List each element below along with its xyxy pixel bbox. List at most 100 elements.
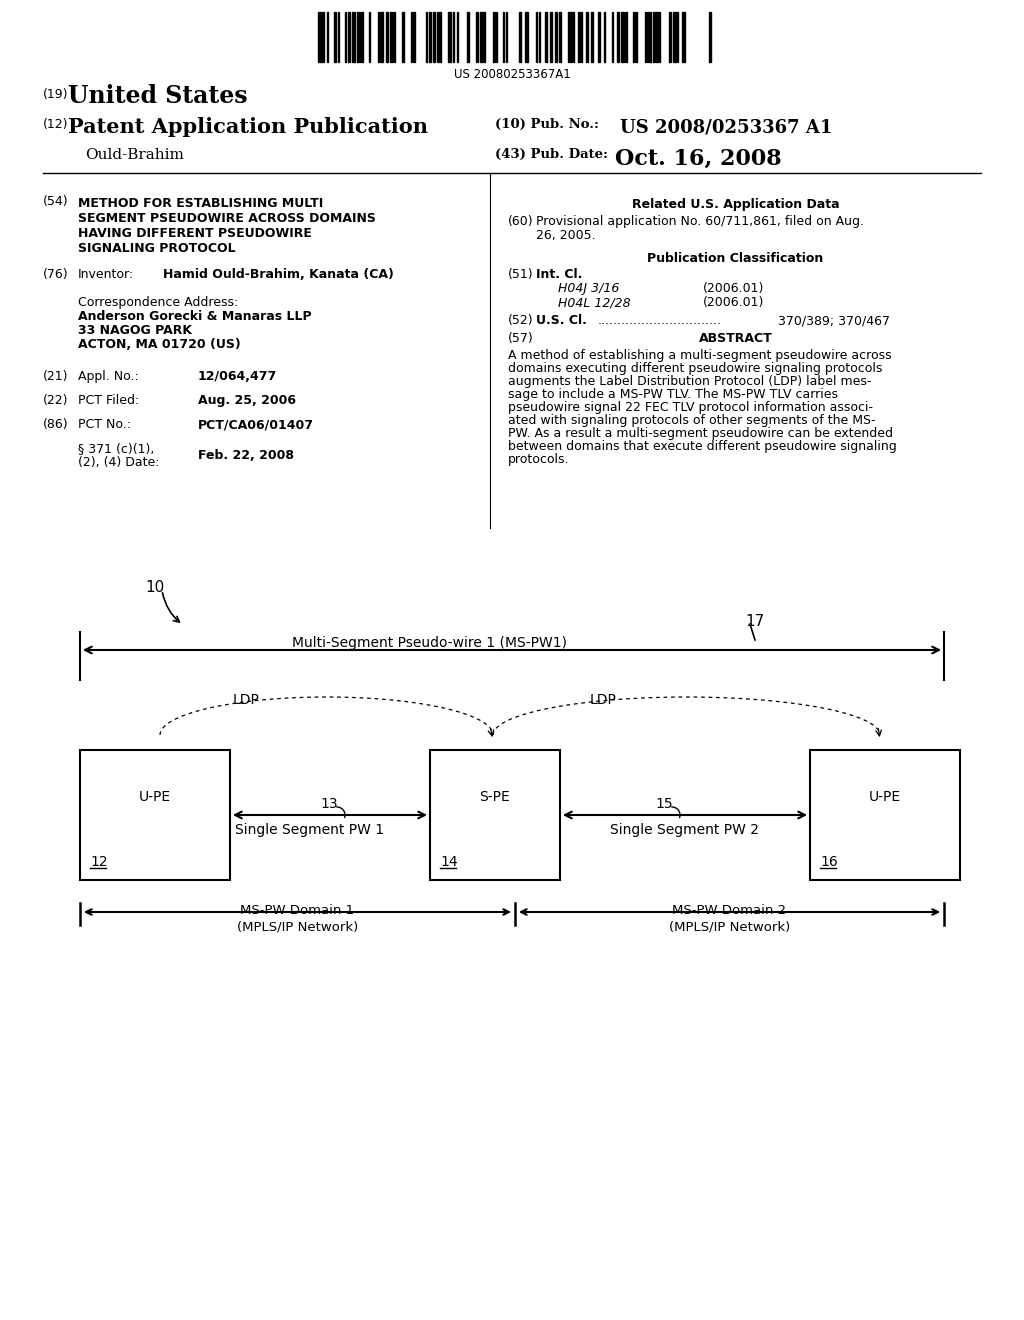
Text: 10: 10 <box>145 579 164 595</box>
Text: (21): (21) <box>43 370 69 383</box>
Bar <box>709 12 711 62</box>
Text: augments the Label Distribution Protocol (LDP) label mes-: augments the Label Distribution Protocol… <box>508 375 871 388</box>
Text: 12/064,477: 12/064,477 <box>198 370 278 383</box>
Text: PCT/CA06/01407: PCT/CA06/01407 <box>198 418 314 432</box>
Text: (MPLS/IP Network): (MPLS/IP Network) <box>237 921 358 935</box>
Text: § 371 (c)(1),: § 371 (c)(1), <box>78 442 155 455</box>
Text: (57): (57) <box>508 333 534 345</box>
Bar <box>433 12 435 62</box>
Bar <box>439 12 441 62</box>
Text: (60): (60) <box>508 215 534 228</box>
Bar <box>386 12 388 62</box>
Bar <box>559 12 561 62</box>
Text: 16: 16 <box>820 855 838 869</box>
Bar <box>493 12 495 62</box>
Text: U-PE: U-PE <box>869 789 901 804</box>
Bar <box>591 12 593 62</box>
Text: PCT Filed:: PCT Filed: <box>78 393 139 407</box>
Bar <box>570 12 572 62</box>
Text: Hamid Ould-Brahim, Kanata (CA): Hamid Ould-Brahim, Kanata (CA) <box>163 268 394 281</box>
Bar <box>483 12 485 62</box>
Bar <box>555 12 557 62</box>
Text: (2006.01): (2006.01) <box>703 282 764 294</box>
Text: (19): (19) <box>43 88 69 102</box>
Bar <box>545 12 547 62</box>
Bar <box>578 12 580 62</box>
Text: (2), (4) Date:: (2), (4) Date: <box>78 455 160 469</box>
Text: (22): (22) <box>43 393 69 407</box>
Text: 370/389; 370/467: 370/389; 370/467 <box>778 314 890 327</box>
Text: United States: United States <box>68 84 248 108</box>
Text: MS-PW Domain 1: MS-PW Domain 1 <box>241 904 354 917</box>
Bar <box>318 12 321 62</box>
Bar <box>655 12 658 62</box>
Bar <box>617 12 618 62</box>
Bar <box>430 750 560 880</box>
Bar <box>633 12 635 62</box>
Bar <box>586 12 588 62</box>
Bar <box>467 12 469 62</box>
Text: 14: 14 <box>440 855 458 869</box>
Bar <box>649 12 651 62</box>
Text: SEGMENT PSEUDOWIRE ACROSS DOMAINS: SEGMENT PSEUDOWIRE ACROSS DOMAINS <box>78 213 376 224</box>
Text: H04L 12/28: H04L 12/28 <box>558 296 631 309</box>
Text: Publication Classification: Publication Classification <box>647 252 823 265</box>
Text: Provisional application No. 60/711,861, filed on Aug.: Provisional application No. 60/711,861, … <box>536 215 864 228</box>
Text: MS-PW Domain 2: MS-PW Domain 2 <box>673 904 786 917</box>
Text: (52): (52) <box>508 314 534 327</box>
Text: Correspondence Address:: Correspondence Address: <box>78 296 239 309</box>
Bar <box>625 12 627 62</box>
Text: Aug. 25, 2006: Aug. 25, 2006 <box>198 393 296 407</box>
Text: Inventor:: Inventor: <box>78 268 134 281</box>
Bar <box>682 12 685 62</box>
Text: 15: 15 <box>655 797 673 810</box>
Text: PCT No.:: PCT No.: <box>78 418 131 432</box>
Text: ated with signaling protocols of other segments of the MS-: ated with signaling protocols of other s… <box>508 414 876 426</box>
Text: Ould-Brahim: Ould-Brahim <box>85 148 184 162</box>
Bar <box>621 12 624 62</box>
Text: (12): (12) <box>43 117 69 131</box>
Text: 26, 2005.: 26, 2005. <box>536 228 596 242</box>
Text: domains executing different pseudowire signaling protocols: domains executing different pseudowire s… <box>508 362 883 375</box>
Text: protocols.: protocols. <box>508 453 569 466</box>
Bar <box>429 12 431 62</box>
Text: pseudowire signal 22 FEC TLV protocol information associ-: pseudowire signal 22 FEC TLV protocol in… <box>508 401 873 414</box>
Bar <box>348 12 350 62</box>
Text: LDP: LDP <box>233 693 260 708</box>
Text: LDP: LDP <box>590 693 616 708</box>
Bar <box>476 12 478 62</box>
Text: 17: 17 <box>745 614 764 630</box>
Text: METHOD FOR ESTABLISHING MULTI: METHOD FOR ESTABLISHING MULTI <box>78 197 324 210</box>
Text: (51): (51) <box>508 268 534 281</box>
Bar <box>334 12 336 62</box>
Text: sage to include a MS-PW TLV. The MS-PW TLV carries: sage to include a MS-PW TLV. The MS-PW T… <box>508 388 838 401</box>
Bar <box>352 12 355 62</box>
Text: Oct. 16, 2008: Oct. 16, 2008 <box>615 148 781 170</box>
Text: Patent Application Publication: Patent Application Publication <box>68 117 428 137</box>
Bar <box>480 12 482 62</box>
Text: Related U.S. Application Data: Related U.S. Application Data <box>632 198 840 211</box>
Bar <box>669 12 671 62</box>
Text: Appl. No.:: Appl. No.: <box>78 370 138 383</box>
Bar <box>810 750 961 880</box>
Text: (76): (76) <box>43 268 69 281</box>
Bar <box>357 12 359 62</box>
Text: Anderson Gorecki & Manaras LLP: Anderson Gorecki & Manaras LLP <box>78 310 311 323</box>
Text: US 2008/0253367 A1: US 2008/0253367 A1 <box>620 117 833 136</box>
Text: 12: 12 <box>90 855 108 869</box>
Text: (43) Pub. Date:: (43) Pub. Date: <box>495 148 608 161</box>
Bar <box>80 750 230 880</box>
Text: ACTON, MA 01720 (US): ACTON, MA 01720 (US) <box>78 338 241 351</box>
Text: (10) Pub. No.:: (10) Pub. No.: <box>495 117 599 131</box>
Bar <box>598 12 600 62</box>
Text: S-PE: S-PE <box>479 789 510 804</box>
Text: A method of establishing a multi-segment pseudowire across: A method of establishing a multi-segment… <box>508 348 892 362</box>
Bar <box>402 12 404 62</box>
Text: (54): (54) <box>43 195 69 209</box>
Bar <box>413 12 415 62</box>
Text: Feb. 22, 2008: Feb. 22, 2008 <box>198 449 294 462</box>
Bar <box>360 12 362 62</box>
Bar <box>380 12 383 62</box>
Bar <box>322 12 324 62</box>
Text: PW. As a result a multi-segment pseudowire can be extended: PW. As a result a multi-segment pseudowi… <box>508 426 893 440</box>
